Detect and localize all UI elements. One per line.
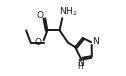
Text: N: N xyxy=(77,59,83,68)
Text: H: H xyxy=(77,62,83,71)
Text: NH$_2$: NH$_2$ xyxy=(59,6,77,18)
Text: N: N xyxy=(92,37,99,46)
Text: O: O xyxy=(36,11,43,20)
Text: O: O xyxy=(35,38,42,47)
